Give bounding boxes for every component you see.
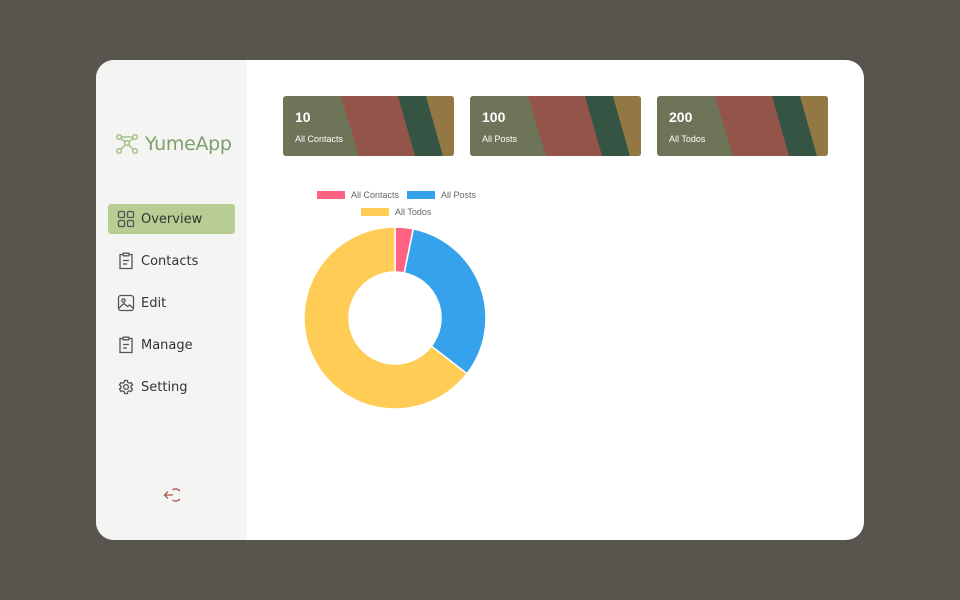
brand[interactable]: YumeApp [115, 132, 232, 156]
card-count: 200 [669, 109, 693, 125]
sidebar-item-contacts[interactable]: Contacts [108, 246, 235, 276]
sidebar-item-label: Edit [141, 295, 167, 311]
legend-swatch [361, 208, 389, 216]
image-icon [117, 294, 135, 312]
donut-plot [303, 226, 487, 410]
sidebar-item-label: Overview [141, 211, 203, 227]
chart-legend: All Contacts All Posts All Todos [303, 190, 493, 220]
card-label: All Contacts [295, 134, 344, 144]
brand-name: YumeApp [145, 133, 232, 155]
card-background [657, 96, 828, 156]
card-count: 10 [295, 109, 311, 125]
slice-todos[interactable] [303, 226, 469, 410]
grid-icon [117, 210, 135, 228]
clipboard-icon [119, 252, 133, 270]
doughnut-chart: All Contacts All Posts All Todos [303, 190, 493, 412]
nodes-logo-icon [115, 133, 139, 155]
sidebar-item-manage[interactable]: Manage [108, 330, 235, 360]
legend-label: All Contacts [351, 190, 400, 200]
stat-card-posts[interactable]: 100 All Posts [470, 96, 641, 156]
main-content: 10 All Contacts 100 All Posts 200 All To… [247, 60, 864, 540]
sidebar-item-label: Manage [141, 337, 193, 353]
stat-card-todos[interactable]: 200 All Todos [657, 96, 828, 156]
legend-label: All Posts [441, 190, 477, 200]
sidebar-item-label: Setting [141, 379, 188, 395]
card-label: All Todos [669, 134, 706, 144]
legend-swatch [407, 191, 435, 199]
card-count: 100 [482, 109, 506, 125]
sidebar-nav: Overview Contacts [108, 204, 235, 414]
legend-item-todos[interactable]: All Todos [361, 207, 431, 217]
sidebar-item-edit[interactable]: Edit [108, 288, 235, 318]
sidebar-item-overview[interactable]: Overview [108, 204, 235, 234]
sidebar-item-label: Contacts [141, 253, 199, 269]
card-background [283, 96, 454, 156]
clipboard-icon [119, 336, 133, 354]
gear-icon [118, 379, 134, 395]
logout-icon[interactable] [162, 486, 180, 504]
sidebar-item-setting[interactable]: Setting [108, 372, 235, 402]
legend-item-contacts[interactable]: All Contacts [317, 190, 399, 200]
slice-posts[interactable] [403, 227, 487, 375]
sidebar: YumeApp Overview [96, 60, 247, 540]
app-window: YumeApp Overview [96, 60, 864, 540]
legend-swatch [317, 191, 345, 199]
card-label: All Posts [482, 134, 518, 144]
legend-label: All Todos [395, 207, 432, 217]
stat-card-contacts[interactable]: 10 All Contacts [283, 96, 454, 156]
card-background [470, 96, 641, 156]
legend-item-posts[interactable]: All Posts [407, 190, 476, 200]
